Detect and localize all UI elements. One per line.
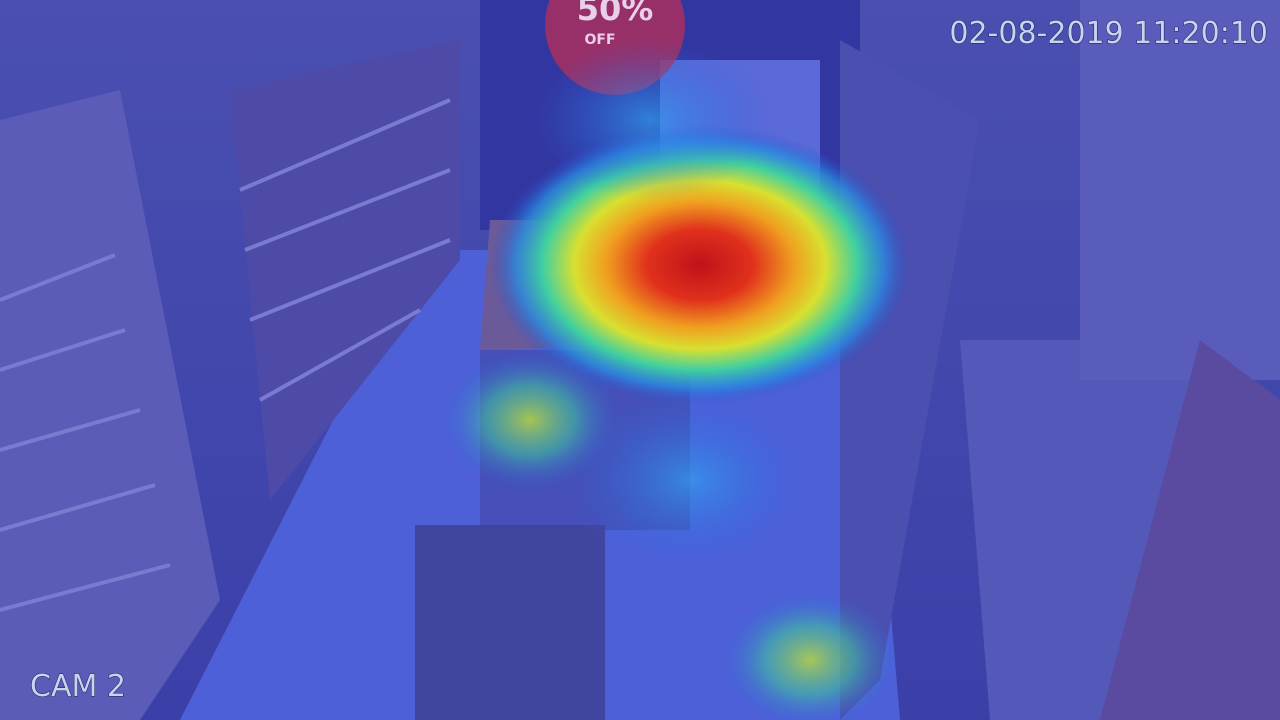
heatmap-hotspot bbox=[490, 125, 910, 405]
sign-text: 50% bbox=[577, 0, 654, 28]
timestamp: 02-08-2019 11:20:10 bbox=[949, 16, 1268, 51]
bench bbox=[415, 525, 605, 720]
heatmap-region bbox=[720, 590, 900, 720]
sign-text: OFF bbox=[584, 32, 615, 48]
right-wall bbox=[1080, 0, 1280, 380]
heatmap-region bbox=[570, 390, 810, 570]
camera-label: CAM 2 bbox=[30, 669, 126, 704]
heatmap-region bbox=[530, 40, 770, 200]
shelf-side bbox=[1100, 340, 1280, 720]
shelf-lines bbox=[0, 98, 451, 612]
left-shelf bbox=[0, 90, 220, 720]
